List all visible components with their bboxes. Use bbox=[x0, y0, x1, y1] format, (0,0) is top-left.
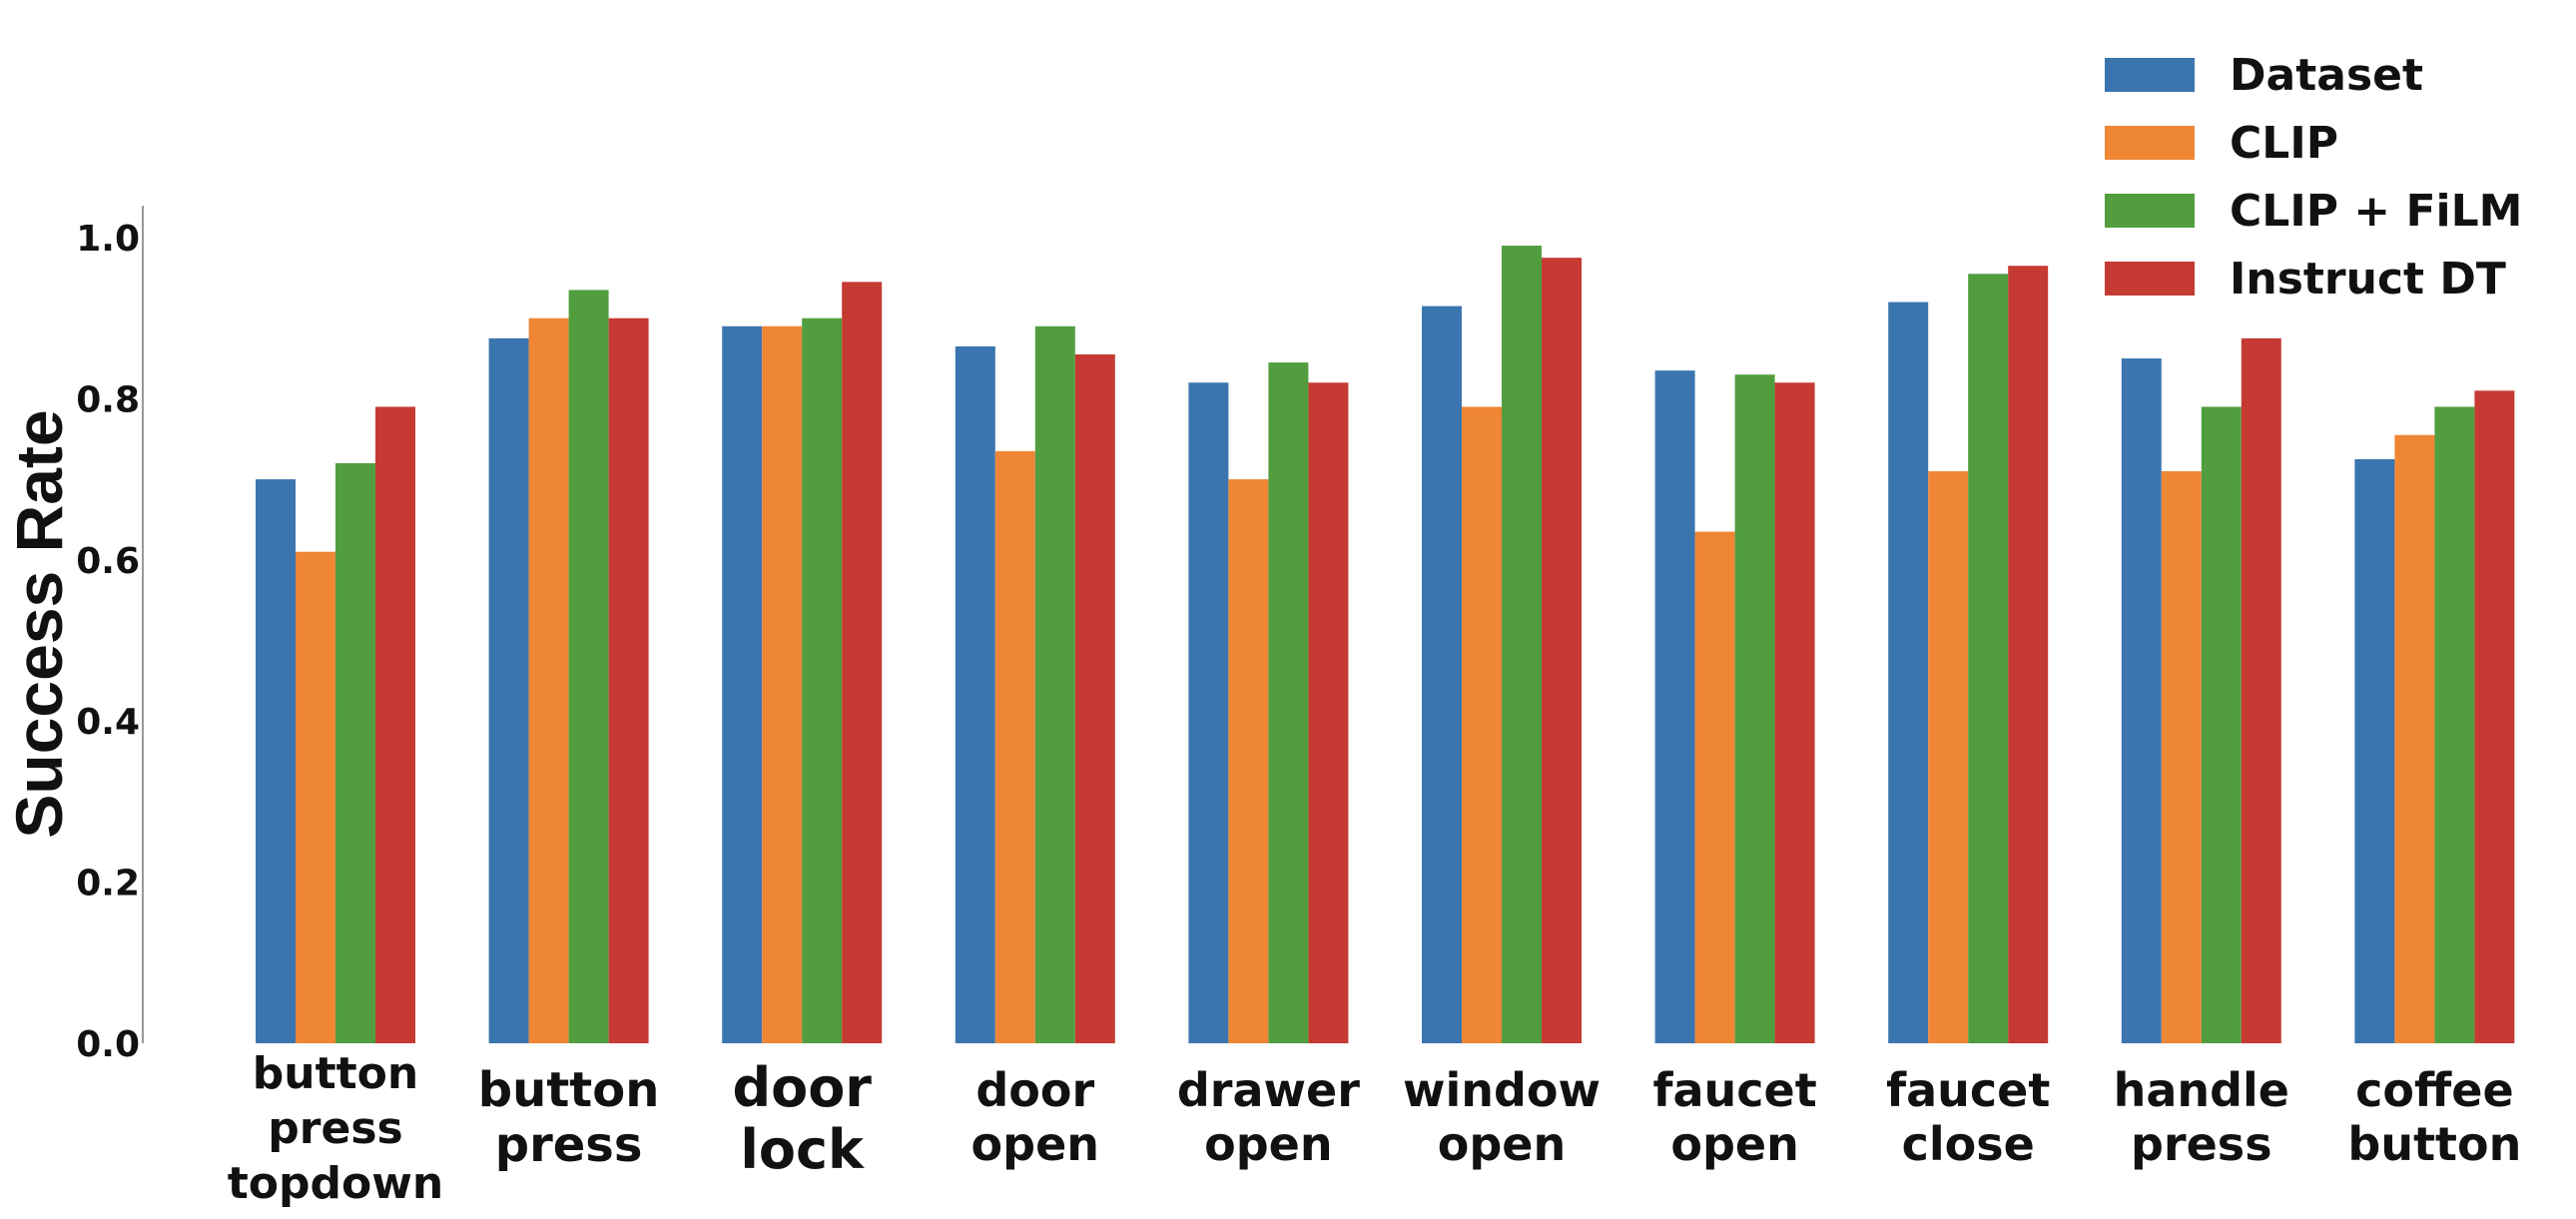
bar-clip-film-2 bbox=[802, 317, 843, 1043]
bar-instruct-dt-3 bbox=[1074, 354, 1115, 1043]
bar-clip-film-7 bbox=[1968, 274, 2009, 1043]
category-label: button press bbox=[478, 1062, 660, 1173]
bar-instruct-dt-6 bbox=[1774, 382, 1815, 1043]
bar-dataset-8 bbox=[2121, 358, 2162, 1043]
bar-dataset-4 bbox=[1188, 382, 1229, 1043]
category-label-line: open bbox=[971, 1117, 1099, 1171]
category-label: window open bbox=[1403, 1063, 1601, 1171]
bar-dataset-7 bbox=[1888, 302, 1929, 1043]
y-tick-label: 0.0 bbox=[76, 1024, 140, 1065]
bar-instruct-dt-4 bbox=[1308, 382, 1349, 1043]
legend-swatch bbox=[2105, 126, 2195, 160]
category-label-line: press bbox=[2131, 1117, 2272, 1171]
bar-clip-9 bbox=[2394, 434, 2435, 1044]
category-label-line: handle bbox=[2114, 1063, 2289, 1117]
bar-clip-film-9 bbox=[2434, 406, 2475, 1044]
bar-clip-5 bbox=[1462, 406, 1502, 1044]
legend-label: CLIP + FiLM bbox=[2230, 186, 2522, 237]
bar-clip-6 bbox=[1694, 531, 1735, 1043]
y-axis-label: Success Rate bbox=[2, 409, 76, 838]
bar-clip-1 bbox=[528, 317, 569, 1043]
legend-swatch bbox=[2105, 58, 2195, 92]
category-label: faucet close bbox=[1886, 1063, 2050, 1171]
category-label: drawer open bbox=[1177, 1063, 1360, 1171]
category-label-line: button bbox=[253, 1048, 418, 1099]
category-label-line: button bbox=[2347, 1117, 2521, 1171]
bar-dataset-9 bbox=[2354, 458, 2395, 1043]
bar-clip-film-3 bbox=[1034, 325, 1075, 1043]
bar-clip-film-0 bbox=[335, 462, 375, 1044]
category-label: door open bbox=[971, 1063, 1099, 1171]
bar-clip-0 bbox=[296, 551, 335, 1043]
bar-dataset-5 bbox=[1422, 305, 1462, 1044]
category-label-line: faucet bbox=[1652, 1063, 1816, 1117]
bar-instruct-dt-8 bbox=[2241, 337, 2281, 1043]
bar-instruct-dt-7 bbox=[2008, 266, 2049, 1043]
category-label: handle press bbox=[2114, 1063, 2289, 1171]
bar-clip-film-8 bbox=[2201, 406, 2242, 1044]
bar-clip-4 bbox=[1228, 479, 1269, 1044]
y-tick-label: 0.6 bbox=[76, 541, 140, 582]
legend-swatch bbox=[2105, 262, 2195, 296]
y-tick-label: 0.2 bbox=[76, 864, 140, 905]
category-label-line: open bbox=[1204, 1117, 1332, 1171]
legend: Dataset CLIP CLIP + FiLM Instruct DT bbox=[2105, 50, 2522, 305]
bar-dataset-1 bbox=[488, 337, 529, 1043]
category-label-line: open bbox=[1438, 1117, 1566, 1171]
category-label-line: coffee bbox=[2355, 1063, 2514, 1117]
category-label-line: close bbox=[1902, 1117, 2035, 1171]
bars bbox=[256, 246, 2515, 1044]
bar-clip-film-1 bbox=[568, 290, 609, 1044]
bar-clip-3 bbox=[994, 450, 1035, 1044]
bar-clip-7 bbox=[1928, 471, 1969, 1043]
y-tick-label: 0.4 bbox=[76, 702, 140, 743]
category-label-line: faucet bbox=[1886, 1063, 2050, 1117]
bar-dataset-3 bbox=[955, 345, 995, 1043]
legend-label: Instruct DT bbox=[2230, 254, 2506, 305]
category-label-line: drawer bbox=[1177, 1063, 1360, 1117]
bar-clip-2 bbox=[762, 325, 803, 1043]
category-label-line: lock bbox=[740, 1118, 865, 1181]
category-label-line: press bbox=[495, 1117, 643, 1173]
bar-instruct-dt-0 bbox=[375, 406, 415, 1044]
legend-label: CLIP bbox=[2230, 118, 2338, 169]
bar-instruct-dt-5 bbox=[1542, 258, 1582, 1043]
legend-label: Dataset bbox=[2230, 50, 2423, 101]
bar-clip-film-5 bbox=[1502, 246, 1542, 1043]
y-tick-labels: 0.0 0.2 0.4 0.6 0.8 1.0 bbox=[76, 219, 140, 1065]
legend-swatch bbox=[2105, 194, 2195, 228]
category-label-line: door bbox=[732, 1056, 872, 1119]
bar-dataset-0 bbox=[256, 479, 296, 1044]
bar-instruct-dt-1 bbox=[608, 317, 649, 1043]
category-label-line: door bbox=[975, 1063, 1094, 1117]
category-label-line: press bbox=[268, 1103, 402, 1154]
category-label: faucet open bbox=[1652, 1063, 1816, 1171]
bar-instruct-dt-9 bbox=[2474, 390, 2515, 1044]
category-label-line: button bbox=[478, 1062, 660, 1118]
category-label-line: window bbox=[1403, 1063, 1601, 1117]
bar-dataset-2 bbox=[722, 325, 763, 1043]
category-label: coffee button bbox=[2347, 1063, 2521, 1171]
category-label: door lock bbox=[732, 1056, 872, 1181]
bar-instruct-dt-2 bbox=[842, 282, 883, 1043]
bar-clip-film-4 bbox=[1268, 362, 1309, 1044]
bar-clip-film-6 bbox=[1734, 374, 1775, 1043]
category-label: button press topdown bbox=[228, 1048, 443, 1209]
y-tick-label: 0.8 bbox=[76, 379, 140, 420]
category-label-line: open bbox=[1670, 1117, 1798, 1171]
bar-dataset-6 bbox=[1654, 370, 1695, 1043]
y-tick-label: 1.0 bbox=[76, 219, 140, 260]
bar-clip-8 bbox=[2161, 471, 2202, 1043]
category-label-line: topdown bbox=[228, 1158, 443, 1209]
